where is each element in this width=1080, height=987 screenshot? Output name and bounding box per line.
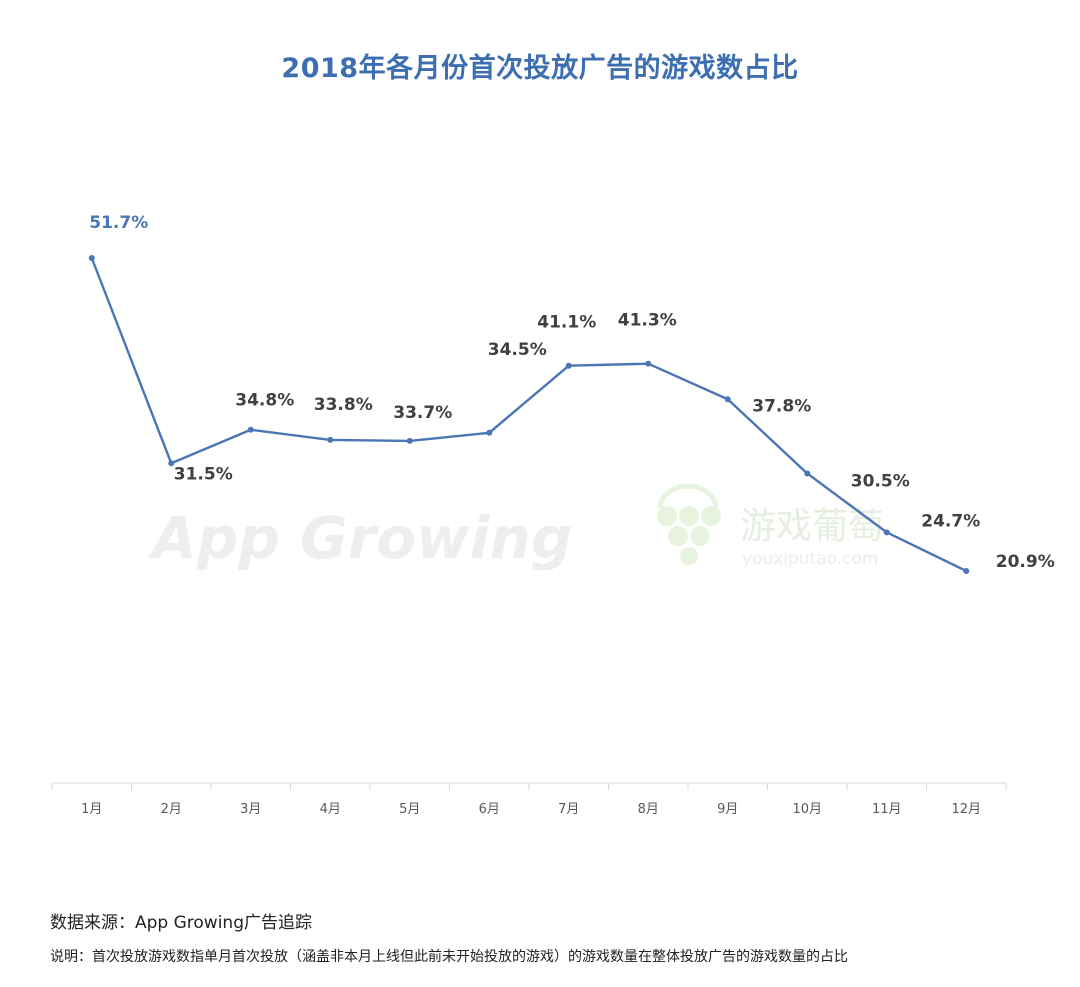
appgrowing-watermark: App Growing	[148, 504, 572, 572]
data-label: 33.7%	[393, 403, 452, 423]
data-point	[883, 529, 890, 536]
data-point	[406, 437, 413, 444]
data-label: 51.7%	[89, 213, 148, 233]
data-label: 34.8%	[235, 391, 294, 411]
data-point	[645, 360, 652, 367]
x-tick-label: 3月	[240, 802, 261, 817]
chart-note: 说明：首次投放游戏数指单月首次投放（涵盖非本月上线但此前未开始投放的游戏）的游戏…	[50, 949, 848, 965]
data-label: 20.9%	[996, 552, 1055, 572]
data-label: 41.1%	[537, 313, 596, 333]
x-tick-label: 12月	[951, 802, 981, 817]
x-tick-label: 9月	[717, 802, 738, 817]
x-tick-label: 5月	[399, 802, 420, 817]
data-point	[565, 362, 572, 369]
data-point	[168, 460, 175, 467]
youxiputao-watermark: 游戏葡萄	[740, 506, 884, 547]
grape-logo-icon	[657, 483, 721, 565]
line-chart: App Growing 游戏葡萄 youxiputao.com 1月 2月 3月 4月…	[51, 213, 1055, 817]
series-line	[90, 257, 967, 573]
data-label: 30.5%	[851, 471, 910, 491]
data-label: 34.5%	[488, 340, 547, 360]
data-label-layer: 51.7% 31.5% 34.8% 33.8% 33.7% 34.5% 41.1% 41.3%…	[89, 213, 1054, 572]
data-point	[804, 470, 811, 477]
x-tick-label: 4月	[320, 802, 341, 817]
x-axis: 1月 2月 3月 4月 5月 6月 7月 8月 9月 10月 11月 12月	[51, 782, 1007, 817]
data-label: 41.3%	[618, 311, 677, 331]
data-point	[963, 568, 970, 574]
data-point	[247, 426, 254, 433]
data-label: 37.8%	[752, 396, 811, 416]
data-point	[724, 396, 731, 403]
chart-title: 2018年各月份首次投放广告的游戏数占比	[281, 53, 799, 84]
data-label: 33.8%	[314, 395, 373, 415]
x-tick-label: 6月	[479, 802, 500, 817]
x-tick-label: 11月	[872, 802, 902, 817]
data-point	[327, 436, 334, 443]
data-point	[88, 255, 95, 261]
x-tick-label: 1月	[81, 802, 102, 817]
x-tick-label: 2月	[161, 802, 182, 817]
x-tick-label: 10月	[792, 802, 822, 817]
x-tick-label: 8月	[638, 802, 659, 817]
watermark-layer: App Growing 游戏葡萄 youxiputao.com	[148, 483, 884, 572]
data-label: 24.7%	[921, 511, 980, 531]
x-tick-label: 7月	[558, 802, 579, 817]
data-point	[486, 429, 493, 436]
data-source: 数据来源：App Growing广告追踪	[50, 913, 312, 933]
series-layer	[88, 255, 970, 574]
youxiputao-url-watermark: youxiputao.com	[742, 549, 878, 569]
data-label: 31.5%	[174, 464, 233, 484]
